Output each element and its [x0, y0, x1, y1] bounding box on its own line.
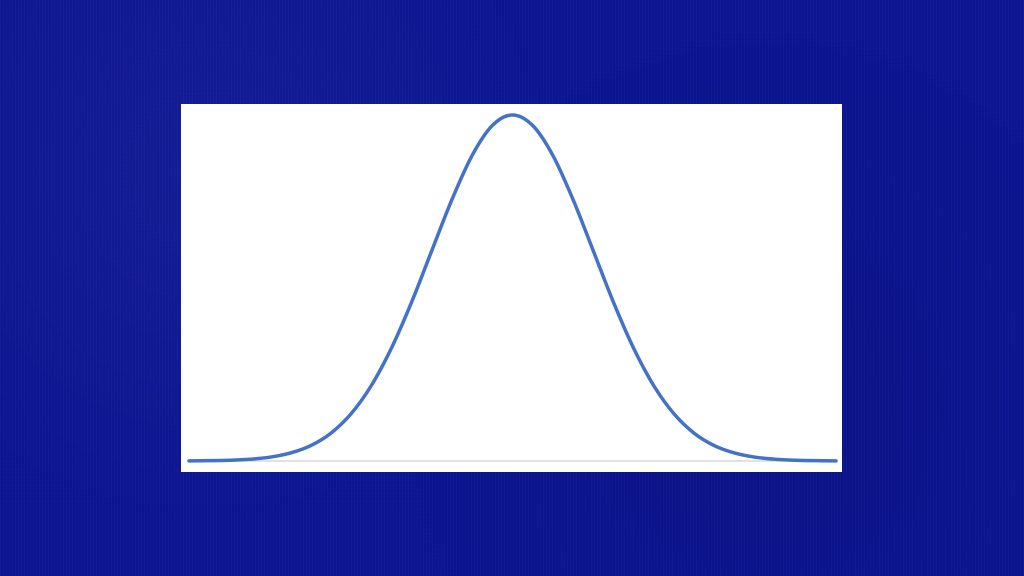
- data-point-13: [450, 198, 453, 201]
- data-point-1: [208, 459, 211, 462]
- data-point-25: [693, 432, 696, 435]
- data-point-27: [733, 452, 736, 455]
- data-point-14: [471, 154, 474, 157]
- data-point-31: [814, 459, 817, 462]
- data-point-28: [754, 456, 757, 459]
- data-point-23: [653, 385, 656, 388]
- series-line-normal-distribution: [187, 113, 838, 463]
- bell-curve-chart: [187, 113, 838, 463]
- data-point-12: [430, 250, 433, 253]
- data-point-19: [572, 198, 575, 201]
- data-point-6: [309, 444, 312, 447]
- data-point-9: [369, 385, 372, 388]
- data-point-7: [329, 432, 332, 435]
- data-point-2: [228, 459, 231, 462]
- data-point-29: [774, 458, 777, 461]
- data-point-4: [268, 456, 271, 459]
- data-point-26: [713, 444, 716, 447]
- data-point-16: [511, 113, 514, 116]
- data-point-24: [673, 413, 676, 416]
- data-point-15: [491, 124, 494, 127]
- data-point-17: [531, 124, 534, 127]
- data-points-layer: [188, 113, 838, 462]
- chart-panel: [181, 104, 842, 472]
- data-point-5: [289, 452, 292, 455]
- data-point-3: [248, 458, 251, 461]
- data-point-18: [551, 154, 554, 157]
- data-point-21: [612, 301, 615, 304]
- data-point-20: [592, 250, 595, 253]
- data-point-30: [794, 459, 797, 462]
- data-point-32: [835, 459, 838, 462]
- data-point-0: [188, 459, 191, 462]
- data-point-10: [390, 347, 393, 350]
- data-point-11: [410, 301, 413, 304]
- data-point-8: [349, 413, 352, 416]
- data-point-22: [632, 347, 635, 350]
